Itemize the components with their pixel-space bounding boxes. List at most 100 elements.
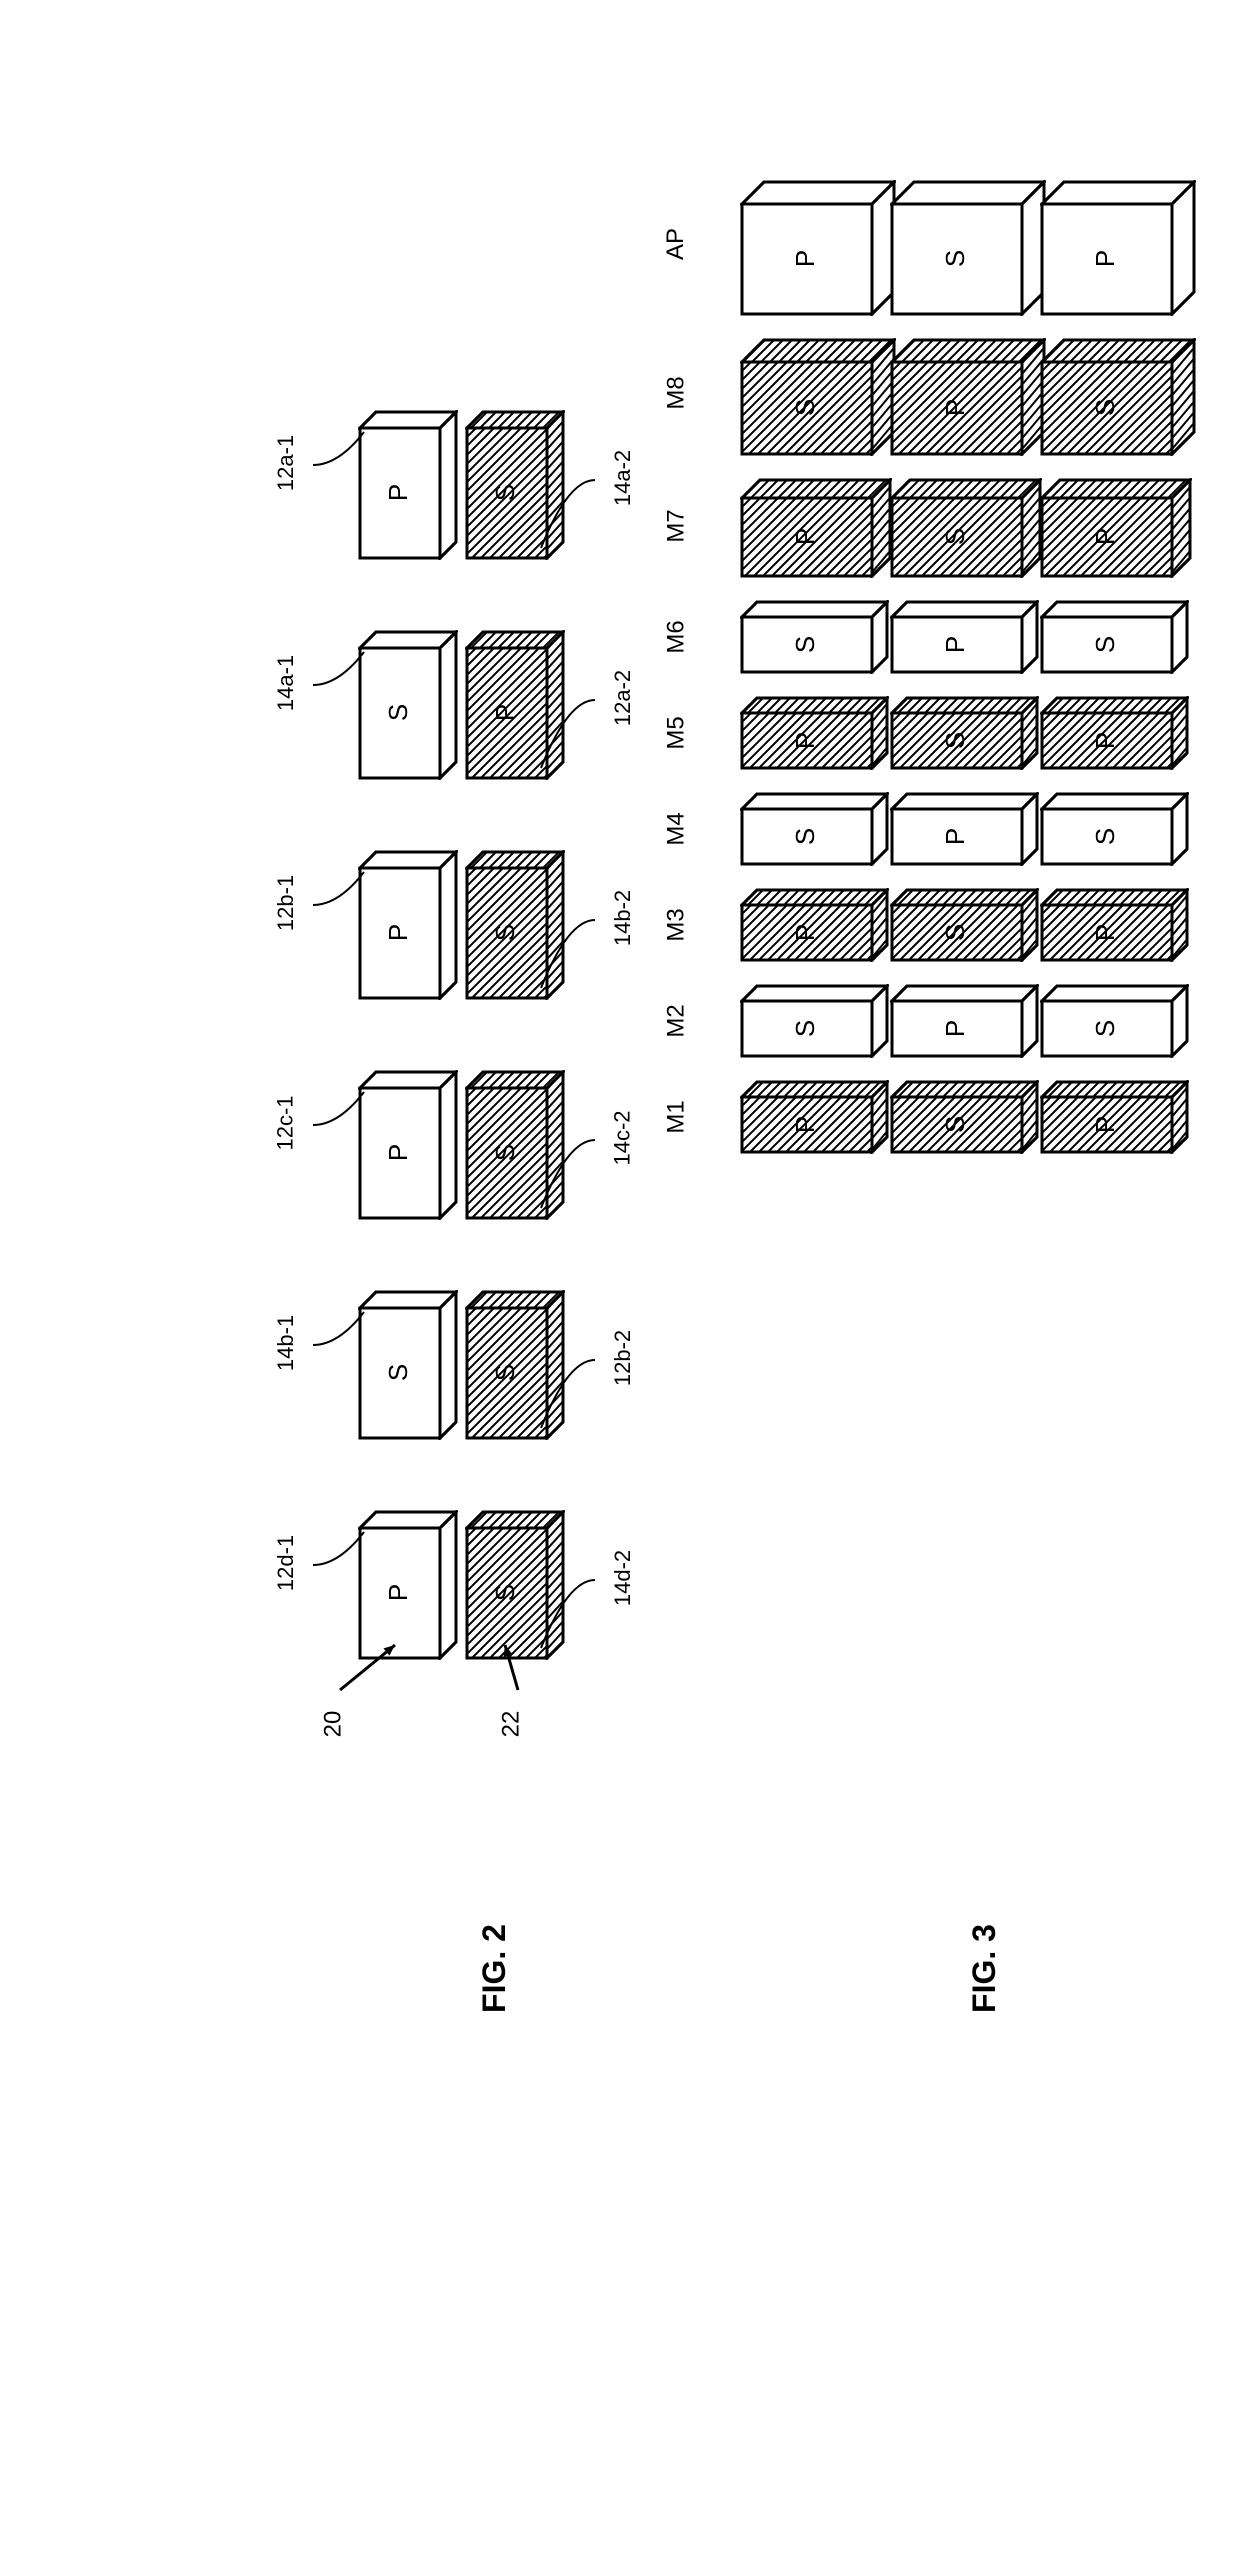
diagram-box: S xyxy=(890,888,1039,962)
box-letter: P xyxy=(940,827,971,844)
row-label-M2: M2 xyxy=(663,1004,691,1037)
lead-line xyxy=(531,1130,605,1218)
lead-line xyxy=(303,1522,374,1575)
box-letter: P xyxy=(383,484,414,501)
ref-14d-2: 14d-2 xyxy=(610,1550,636,1606)
box-letter: P xyxy=(1090,250,1121,267)
diagram-box: P xyxy=(1040,1080,1189,1154)
row-label-M5: M5 xyxy=(663,716,691,749)
diagram-box: S xyxy=(740,600,889,674)
diagram-box: S xyxy=(1040,338,1196,456)
box-letter: S xyxy=(490,1584,521,1601)
box-letter: S xyxy=(790,635,821,652)
arrow-ref-20: 20 xyxy=(319,1711,347,1738)
diagram-box: P xyxy=(890,792,1039,866)
figure-2-label: FIG. 2 xyxy=(476,1924,513,2013)
diagram-box: P xyxy=(1040,478,1192,578)
box-letter: S xyxy=(490,1364,521,1381)
box-letter: P xyxy=(1090,528,1121,545)
box-letter: S xyxy=(940,528,971,545)
lead-line xyxy=(303,862,374,915)
lead-line xyxy=(531,470,605,558)
box-letter: P xyxy=(790,923,821,940)
box-letter: S xyxy=(940,923,971,940)
box-letter: S xyxy=(1090,827,1121,844)
box-letter: S xyxy=(1090,635,1121,652)
row-label-M7: M7 xyxy=(663,509,691,542)
lead-line xyxy=(531,1350,605,1438)
diagram-box: S xyxy=(740,984,889,1058)
ref-14a-1: 14a-1 xyxy=(273,655,299,711)
lead-line xyxy=(303,642,374,695)
box-letter: S xyxy=(490,924,521,941)
diagram-box: P xyxy=(740,1080,889,1154)
row-label-AP: AP xyxy=(662,228,690,260)
box-letter: S xyxy=(940,1115,971,1132)
box-letter: P xyxy=(790,1115,821,1132)
diagram-box: P xyxy=(1040,696,1189,770)
box-letter: P xyxy=(940,635,971,652)
diagram-box: P xyxy=(1040,888,1189,962)
diagram-box: S xyxy=(1040,984,1189,1058)
ref-14c-2: 14c-2 xyxy=(610,1110,636,1165)
lead-line xyxy=(531,910,605,998)
ref-12a-1: 12a-1 xyxy=(273,435,299,491)
box-letter: S xyxy=(940,731,971,748)
row-label-M8: M8 xyxy=(663,376,691,409)
box-letter: P xyxy=(383,1584,414,1601)
arrow xyxy=(325,1630,410,1705)
box-letter: S xyxy=(790,399,821,416)
diagram-box: P xyxy=(740,696,889,770)
box-letter: S xyxy=(490,484,521,501)
box-letter: P xyxy=(790,250,821,267)
row-label-M3: M3 xyxy=(663,908,691,941)
ref-12b-2: 12b-2 xyxy=(610,1330,636,1386)
box-letter: P xyxy=(1090,1115,1121,1132)
lead-line xyxy=(303,1302,374,1355)
diagram-box: S xyxy=(740,338,896,456)
diagram-box: P xyxy=(740,180,896,316)
box-letter: P xyxy=(490,704,521,721)
box-letter: S xyxy=(1090,1019,1121,1036)
box-letter: S xyxy=(490,1144,521,1161)
diagram-box: S xyxy=(1040,600,1189,674)
ref-12c-1: 12c-1 xyxy=(273,1095,299,1150)
box-letter: S xyxy=(383,704,414,721)
ref-12a-2: 12a-2 xyxy=(610,670,636,726)
row-label-M4: M4 xyxy=(663,812,691,845)
ref-14b-2: 14b-2 xyxy=(610,890,636,946)
ref-12b-1: 12b-1 xyxy=(273,875,299,931)
box-letter: S xyxy=(790,827,821,844)
lead-line xyxy=(531,1570,605,1658)
diagram-box: S xyxy=(890,696,1039,770)
box-letter: P xyxy=(940,1019,971,1036)
diagram-box: S xyxy=(890,478,1042,578)
box-letter: P xyxy=(790,528,821,545)
lead-line xyxy=(531,690,605,778)
box-letter: S xyxy=(383,1364,414,1381)
box-letter: S xyxy=(940,250,971,267)
box-letter: P xyxy=(1090,923,1121,940)
diagram-box: S xyxy=(1040,792,1189,866)
figure-3-label: FIG. 3 xyxy=(966,1924,1003,2013)
diagram-box: S xyxy=(890,1080,1039,1154)
diagram-box: P xyxy=(740,478,892,578)
diagram-box: S xyxy=(890,180,1046,316)
diagram-box: S xyxy=(740,792,889,866)
row-label-M1: M1 xyxy=(663,1100,691,1133)
lead-line xyxy=(303,422,374,475)
ref-14a-2: 14a-2 xyxy=(610,450,636,506)
ref-12d-1: 12d-1 xyxy=(273,1535,299,1591)
box-letter: S xyxy=(790,1019,821,1036)
box-letter: S xyxy=(1090,399,1121,416)
arrow-ref-22: 22 xyxy=(497,1711,525,1738)
box-letter: P xyxy=(790,731,821,748)
arrow xyxy=(490,1630,533,1705)
diagram-box: P xyxy=(740,888,889,962)
lead-line xyxy=(303,1082,374,1135)
box-letter: P xyxy=(383,1144,414,1161)
diagram-box: P xyxy=(1040,180,1196,316)
box-letter: P xyxy=(940,399,971,416)
diagram-box: P xyxy=(890,338,1046,456)
diagram-box: P xyxy=(890,600,1039,674)
